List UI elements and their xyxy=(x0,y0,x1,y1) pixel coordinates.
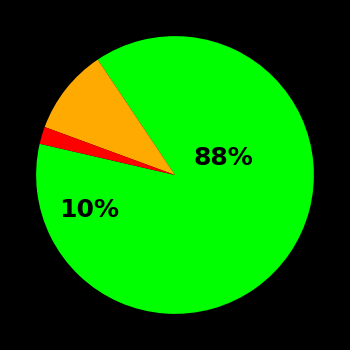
Text: 88%: 88% xyxy=(194,146,253,170)
Wedge shape xyxy=(36,36,314,314)
Wedge shape xyxy=(40,127,175,175)
Text: 10%: 10% xyxy=(59,198,119,222)
Wedge shape xyxy=(45,60,175,175)
